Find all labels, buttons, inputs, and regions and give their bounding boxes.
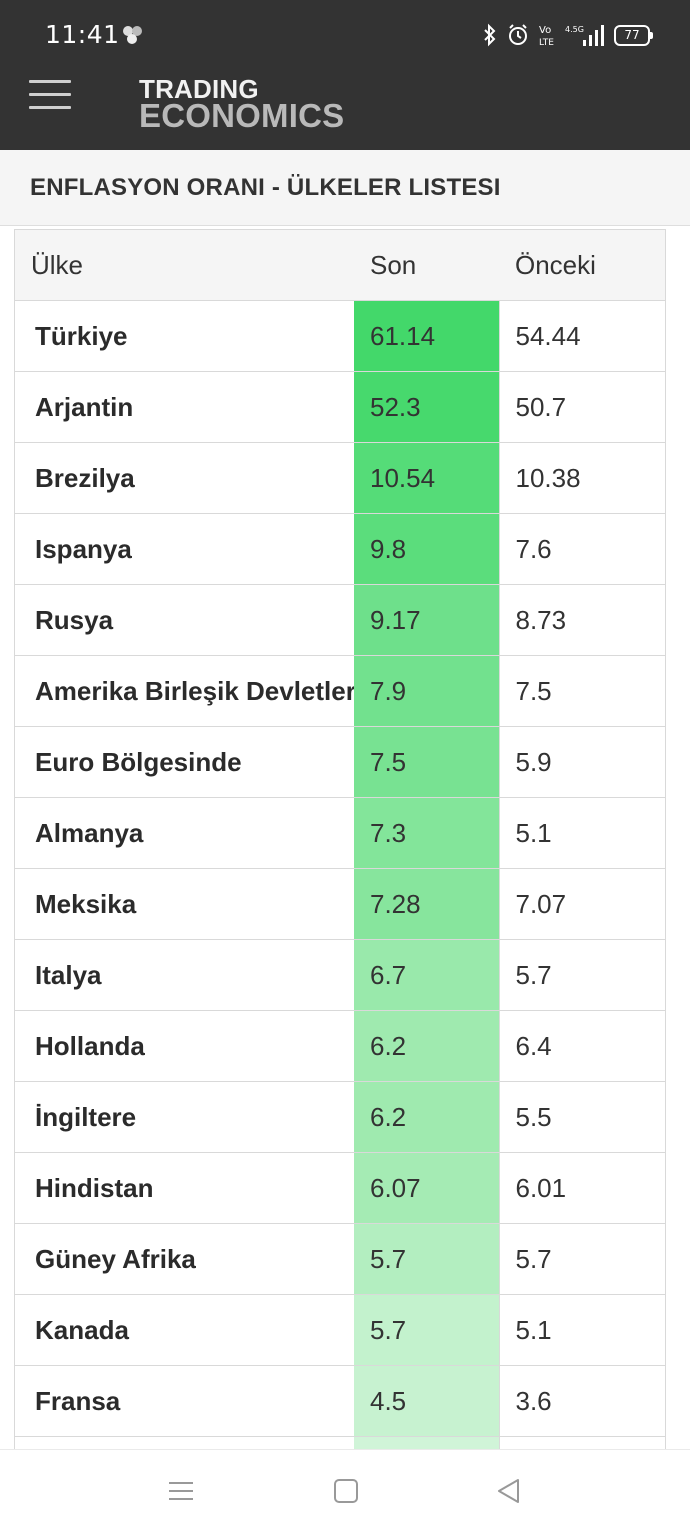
column-header-country[interactable]: Ülke: [15, 229, 354, 301]
table-row[interactable]: Hollanda 6.2 6.4: [15, 1010, 665, 1082]
country-cell[interactable]: Fransa: [15, 1365, 354, 1437]
logo-top-text: TRADING: [139, 74, 259, 104]
alarm-icon: [509, 24, 527, 45]
table-header-row: Ülke Son Önceki: [15, 229, 665, 301]
table-row[interactable]: Italya 6.7 5.7: [15, 939, 665, 1011]
table-row[interactable]: Arjantin 52.3 50.7: [15, 371, 665, 443]
latest-value-cell: 9.8: [354, 513, 499, 585]
country-cell[interactable]: Hollanda: [15, 1010, 354, 1082]
page-title: ENFLASYON ORANI - ÜLKELER LISTESI: [30, 174, 501, 201]
home-icon[interactable]: [331, 1476, 361, 1506]
logo-bottom-text: ECONOMICS: [139, 97, 345, 134]
previous-value-cell: 5.7: [498, 1223, 665, 1295]
table-row[interactable]: Güney Afrika 5.7 5.7: [15, 1223, 665, 1295]
latest-value-cell: 10.54: [354, 442, 499, 514]
table-row[interactable]: Fransa 4.5 3.6: [15, 1365, 665, 1437]
table-row[interactable]: Rusya 9.17 8.73: [15, 584, 665, 656]
bluetooth-icon: [484, 23, 496, 47]
recent-apps-icon[interactable]: [166, 1476, 196, 1506]
previous-value-cell: 6.01: [498, 1152, 665, 1224]
country-cell[interactable]: Italya: [15, 939, 354, 1011]
column-header-latest[interactable]: Son: [354, 229, 499, 301]
table-row[interactable]: Amerika Birleşik Devletleri 7.9 7.5: [15, 655, 665, 727]
country-cell[interactable]: Hindistan: [15, 1152, 354, 1224]
volte-icon: Vo LTE: [539, 25, 554, 48]
latest-value-cell: 5.7: [354, 1294, 499, 1366]
table-row[interactable]: [15, 1436, 665, 1449]
table-row[interactable]: Brezilya 10.54 10.38: [15, 442, 665, 514]
previous-value-cell: 10.38: [498, 442, 665, 514]
country-cell[interactable]: Güney Afrika: [15, 1223, 354, 1295]
country-cell[interactable]: Kanada: [15, 1294, 354, 1366]
latest-value-cell: 9.17: [354, 584, 499, 656]
country-cell[interactable]: Rusya: [15, 584, 354, 656]
battery-icon: 77: [614, 24, 653, 46]
previous-value-cell: 7.07: [498, 868, 665, 940]
previous-value-cell: 5.5: [498, 1081, 665, 1153]
back-icon[interactable]: [494, 1476, 524, 1506]
status-time: 11:41: [45, 20, 120, 49]
country-cell[interactable]: İngiltere: [15, 1081, 354, 1153]
previous-value-cell: 54.44: [498, 300, 665, 372]
previous-value-cell: 5.1: [498, 1294, 665, 1366]
column-header-previous[interactable]: Önceki: [499, 229, 665, 301]
previous-value-cell: 5.7: [498, 939, 665, 1011]
system-nav-bar: [0, 1449, 690, 1534]
latest-value-cell: 52.3: [354, 371, 499, 443]
latest-value-cell: 5.7: [354, 1223, 499, 1295]
previous-value-cell: 50.7: [498, 371, 665, 443]
table-row[interactable]: Türkiye 61.14 54.44: [15, 300, 665, 372]
previous-value-cell: 3.6: [498, 1365, 665, 1437]
inflation-table: Ülke Son Önceki Türkiye 61.14 54.44 Arjanti…: [15, 229, 665, 1449]
previous-value-cell: 7.5: [498, 655, 665, 727]
latest-value-cell: 4.5: [354, 1365, 499, 1437]
previous-value-cell: 8.73: [498, 584, 665, 656]
svg-text:Vo: Vo: [539, 25, 551, 36]
latest-value-cell: 7.9: [354, 655, 499, 727]
status-bar: 11:41 Vo LTE 4.5G 77: [0, 0, 690, 68]
latest-value-cell: 6.07: [354, 1152, 499, 1224]
table-body: Türkiye 61.14 54.44 Arjantin 52.3 50.7 Brezily…: [15, 300, 665, 1449]
previous-value-cell: 7.6: [498, 513, 665, 585]
previous-value-cell: 6.4: [498, 1010, 665, 1082]
latest-value-cell: 7.28: [354, 868, 499, 940]
latest-value-cell: 6.2: [354, 1010, 499, 1082]
table-row[interactable]: Euro Bölgesinde 7.5 5.9: [15, 726, 665, 798]
country-cell[interactable]: Euro Bölgesinde: [15, 726, 354, 798]
latest-value-cell: 7.5: [354, 726, 499, 798]
previous-value-cell: 5.9: [498, 726, 665, 798]
status-icons: Vo LTE 4.5G 77: [482, 20, 653, 50]
country-cell[interactable]: [15, 1436, 354, 1449]
latest-value-cell: 6.7: [354, 939, 499, 1011]
previous-value-cell: 5.1: [498, 797, 665, 869]
inflation-table-container[interactable]: Ülke Son Önceki Türkiye 61.14 54.44 Arjanti…: [14, 229, 666, 1449]
logo[interactable]: TRADING ECONOMICS: [139, 76, 344, 132]
svg-text:4.5G: 4.5G: [565, 25, 584, 34]
table-row[interactable]: Hindistan 6.07 6.01: [15, 1152, 665, 1224]
latest-value-cell: [354, 1436, 499, 1449]
table-row[interactable]: Kanada 5.7 5.1: [15, 1294, 665, 1366]
app-notification-icon: [123, 26, 142, 44]
table-row[interactable]: Ispanya 9.8 7.6: [15, 513, 665, 585]
signal-icon: 4.5G: [565, 25, 604, 46]
country-cell[interactable]: Almanya: [15, 797, 354, 869]
latest-value-cell: 61.14: [354, 300, 499, 372]
app-header: TRADING ECONOMICS: [0, 68, 690, 150]
country-cell[interactable]: Amerika Birleşik Devletleri: [15, 655, 354, 727]
country-cell[interactable]: Arjantin: [15, 371, 354, 443]
menu-icon[interactable]: [29, 80, 71, 110]
table-row[interactable]: İngiltere 6.2 5.5: [15, 1081, 665, 1153]
previous-value-cell: [498, 1436, 665, 1449]
table-row[interactable]: Almanya 7.3 5.1: [15, 797, 665, 869]
country-cell[interactable]: Meksika: [15, 868, 354, 940]
country-cell[interactable]: Brezilya: [15, 442, 354, 514]
table-row[interactable]: Meksika 7.28 7.07: [15, 868, 665, 940]
latest-value-cell: 7.3: [354, 797, 499, 869]
country-cell[interactable]: Türkiye: [15, 300, 354, 372]
svg-text:LTE: LTE: [539, 38, 554, 48]
latest-value-cell: 6.2: [354, 1081, 499, 1153]
country-cell[interactable]: Ispanya: [15, 513, 354, 585]
page-title-bar: ENFLASYON ORANI - ÜLKELER LISTESI: [0, 150, 690, 226]
